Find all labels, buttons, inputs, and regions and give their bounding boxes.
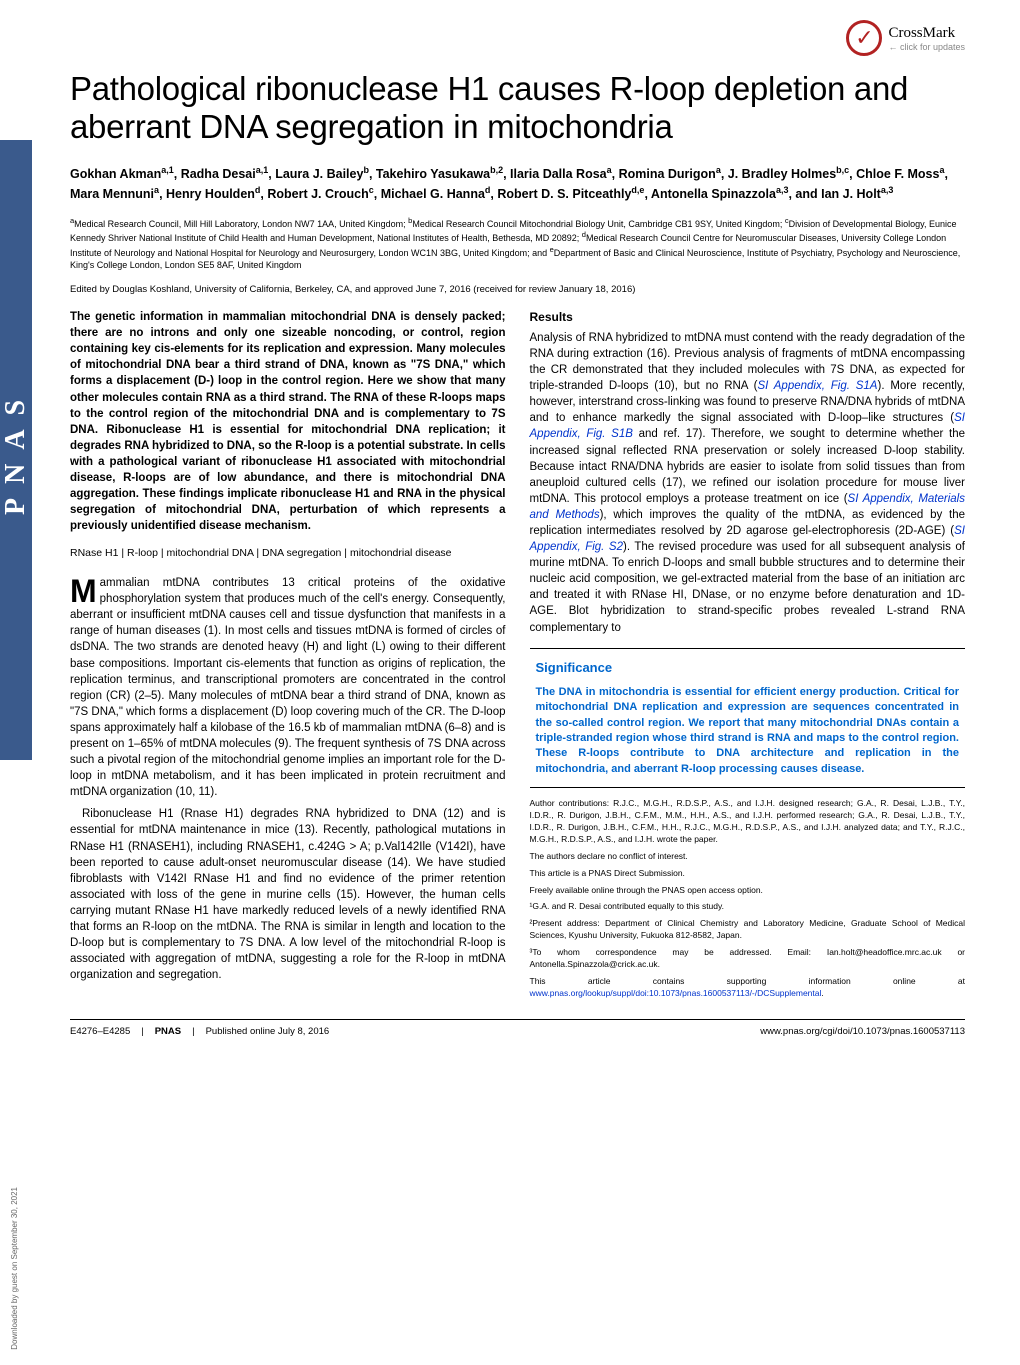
article-title: Pathological ribonuclease H1 causes R-lo…: [70, 70, 965, 146]
journal-banner: PNAS: [0, 140, 32, 760]
equal-contribution: ¹G.A. and R. Desai contributed equally t…: [530, 901, 966, 913]
intro-p2: Ribonuclease H1 (Rnase H1) degrades RNA …: [70, 806, 506, 983]
supp-info-b: .: [821, 988, 823, 998]
si-link-1[interactable]: SI Appendix, Fig. S1A: [758, 380, 878, 392]
footer-journal: PNAS: [155, 1026, 181, 1037]
significance-title: Significance: [536, 659, 960, 677]
intro-p1: ammalian mtDNA contributes 13 critical p…: [70, 577, 506, 798]
author-list: Gokhan Akmana,1, Radha Desaia,1, Laura J…: [70, 164, 965, 204]
left-column: The genetic information in mammalian mit…: [70, 309, 506, 1005]
significance-text: The DNA in mitochondria is essential for…: [536, 685, 960, 777]
intro-text: Mammalian mtDNA contributes 13 critical …: [70, 575, 506, 983]
submission-type: This article is a PNAS Direct Submission…: [530, 868, 966, 880]
results-heading: Results: [530, 309, 966, 326]
author-contributions: Author contributions: R.J.C., M.G.H., R.…: [530, 798, 966, 846]
crossmark-icon: ✓: [846, 20, 882, 56]
present-address: ²Present address: Department of Clinical…: [530, 918, 966, 942]
footer-sep: |: [192, 1026, 194, 1037]
supp-info-a: This article contains supporting informa…: [530, 976, 966, 986]
keywords: RNase H1 | R-loop | mitochondrial DNA | …: [70, 546, 506, 561]
download-note: Downloaded by guest on September 30, 202…: [10, 1187, 19, 1350]
right-column: Results Analysis of RNA hybridized to mt…: [530, 309, 966, 1005]
dropcap: M: [70, 575, 100, 606]
footer-sep: |: [141, 1026, 143, 1037]
crossmark-badge[interactable]: ✓ CrossMark ← click for updates: [846, 20, 965, 56]
significance-box: Significance The DNA in mitochondria is …: [530, 648, 966, 789]
supp-info-link[interactable]: www.pnas.org/lookup/suppl/doi:10.1073/pn…: [530, 988, 822, 998]
affiliations: aMedical Research Council, Mill Hill Lab…: [70, 216, 965, 272]
footer-doi[interactable]: www.pnas.org/cgi/doi/10.1073/pnas.160053…: [760, 1026, 965, 1037]
page-content: Pathological ribonuclease H1 causes R-lo…: [0, 0, 1020, 1062]
page-footer: E4276–E4285 | PNAS | Published online Ju…: [70, 1019, 965, 1037]
footer-pubdate: Published online July 8, 2016: [206, 1026, 330, 1037]
page-range: E4276–E4285: [70, 1026, 130, 1037]
open-access: Freely available online through the PNAS…: [530, 885, 966, 897]
correspondence: ³To whom correspondence may be addressed…: [530, 947, 966, 971]
edited-by: Edited by Douglas Koshland, University o…: [70, 284, 965, 295]
author-notes: Author contributions: R.J.C., M.G.H., R.…: [530, 798, 966, 999]
conflict-statement: The authors declare no conflict of inter…: [530, 851, 966, 863]
abstract: The genetic information in mammalian mit…: [70, 309, 506, 534]
results-text-e: ). The revised procedure was used for al…: [530, 541, 966, 633]
crossmark-label: CrossMark: [888, 25, 965, 42]
results-text: Analysis of RNA hybridized to mtDNA must…: [530, 330, 966, 636]
crossmark-sub: ← click for updates: [888, 42, 965, 52]
